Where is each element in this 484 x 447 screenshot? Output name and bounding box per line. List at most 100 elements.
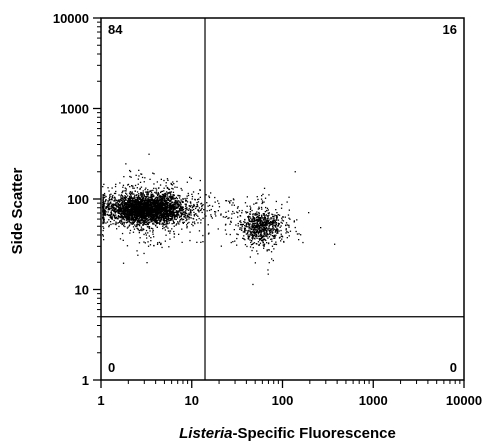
event-point: [116, 206, 118, 208]
event-point: [107, 207, 110, 209]
event-point: [128, 201, 130, 204]
event-point: [185, 199, 188, 202]
event-point: [277, 214, 279, 216]
event-point: [157, 208, 160, 211]
event-point: [174, 217, 176, 219]
event-point: [142, 207, 144, 209]
event-point: [289, 218, 291, 220]
event-point: [250, 240, 253, 242]
event-point: [261, 239, 263, 242]
event-point: [155, 209, 157, 211]
event-point: [207, 224, 209, 226]
event-point: [112, 205, 114, 207]
event-point: [192, 218, 195, 220]
event-point: [264, 238, 266, 241]
event-point: [155, 196, 157, 198]
event-point: [182, 222, 184, 224]
event-point: [263, 187, 266, 189]
event-point: [163, 213, 165, 215]
event-point: [120, 195, 122, 197]
event-point: [198, 211, 200, 213]
event-point: [103, 214, 105, 216]
event-point: [278, 223, 280, 225]
event-point: [121, 201, 123, 204]
event-point: [133, 200, 135, 202]
event-point: [267, 220, 270, 222]
event-point: [150, 200, 152, 203]
event-point: [246, 196, 248, 198]
event-point: [256, 243, 258, 245]
event-point: [124, 209, 126, 212]
event-point: [171, 210, 173, 212]
event-point: [104, 200, 107, 202]
event-point: [252, 213, 254, 215]
event-point: [163, 200, 166, 202]
event-point: [170, 193, 172, 195]
event-point: [244, 222, 246, 224]
event-point: [155, 217, 157, 219]
event-point: [159, 221, 162, 223]
event-point: [106, 203, 108, 205]
event-point: [272, 227, 274, 229]
event-point: [158, 215, 160, 218]
event-point: [114, 211, 117, 213]
event-point: [141, 195, 144, 197]
event-point: [152, 203, 154, 205]
event-point: [135, 196, 137, 198]
event-point: [138, 201, 140, 203]
event-point: [241, 224, 243, 226]
event-point: [121, 203, 123, 206]
event-point: [147, 200, 149, 202]
event-point: [256, 222, 259, 224]
event-point: [246, 232, 249, 234]
event-point: [171, 204, 173, 206]
event-point: [253, 237, 255, 239]
event-point: [233, 204, 235, 206]
event-point: [225, 233, 228, 235]
event-point: [250, 232, 252, 234]
event-point: [126, 213, 128, 216]
event-point: [167, 204, 169, 207]
event-point: [146, 209, 148, 211]
event-point: [140, 192, 142, 194]
event-point: [288, 235, 290, 237]
event-point: [133, 196, 135, 198]
event-point: [117, 210, 119, 212]
event-point: [146, 237, 148, 239]
event-point: [165, 201, 167, 204]
event-point: [170, 196, 172, 198]
event-point: [124, 210, 127, 212]
event-point: [161, 213, 163, 215]
event-point: [188, 212, 190, 214]
event-point: [141, 209, 143, 211]
event-point: [124, 190, 126, 192]
event-point: [127, 184, 129, 186]
event-point: [141, 203, 143, 206]
event-point: [232, 241, 234, 243]
event-point: [198, 207, 201, 209]
event-point: [268, 249, 270, 251]
event-point: [175, 211, 177, 213]
event-point: [156, 213, 158, 215]
event-point: [239, 227, 241, 229]
event-point: [182, 221, 184, 224]
event-point: [232, 198, 235, 200]
event-point: [159, 195, 161, 197]
event-point: [140, 173, 142, 175]
event-point: [152, 207, 154, 209]
event-point: [153, 173, 155, 175]
event-point: [103, 214, 106, 216]
event-point: [143, 216, 145, 218]
event-point: [158, 197, 160, 200]
event-point: [270, 232, 272, 234]
event-point: [180, 187, 182, 190]
event-point: [153, 219, 156, 221]
event-point: [154, 214, 156, 216]
event-point: [191, 223, 193, 225]
event-point: [249, 230, 251, 232]
event-point: [111, 216, 113, 218]
event-point: [255, 231, 257, 233]
event-point: [164, 199, 166, 201]
event-point: [114, 192, 117, 195]
event-point: [148, 212, 150, 215]
